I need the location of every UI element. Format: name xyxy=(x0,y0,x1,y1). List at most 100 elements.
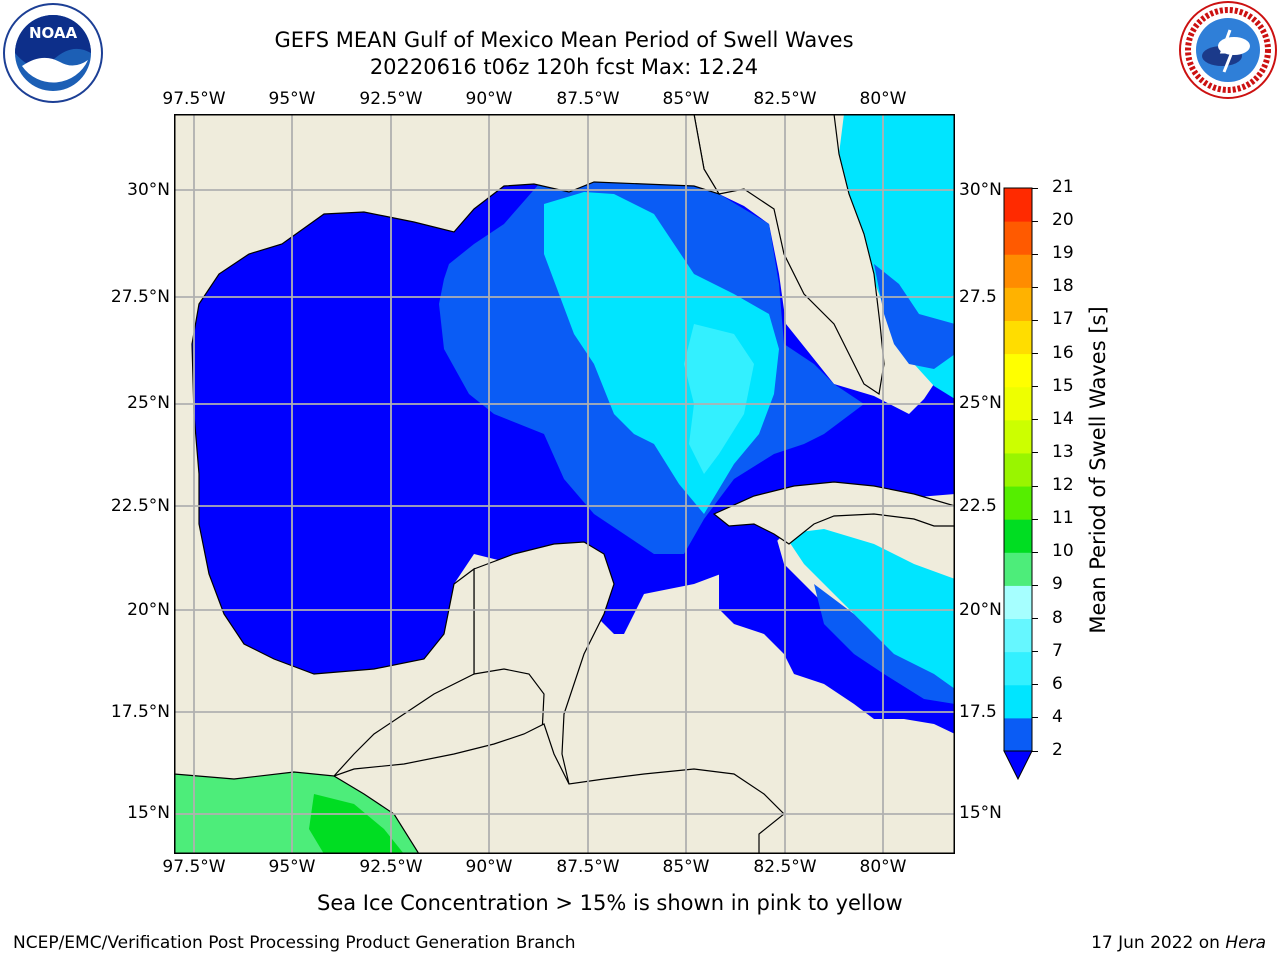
lon-label-top: 90°W xyxy=(465,89,513,109)
colorbar-segment xyxy=(1004,552,1032,586)
colorbar-tick-label: 19 xyxy=(1052,243,1074,264)
colorbar-tick-label: 2 xyxy=(1052,740,1063,760)
colorbar-tick-mark xyxy=(1032,452,1038,454)
colorbar-segment xyxy=(1004,188,1032,222)
colorbar-tick-mark xyxy=(1032,220,1038,222)
colorbar-tick-mark xyxy=(1032,286,1038,288)
colorbar-segment xyxy=(1004,585,1032,620)
footer-date-text: 17 Jun 2022 on xyxy=(1091,933,1226,953)
lon-label-top: 87.5°W xyxy=(556,89,620,109)
colorbar-segment xyxy=(1004,452,1032,487)
footer-credit: NCEP/EMC/Verification Post Processing Pr… xyxy=(13,933,576,953)
colorbar-segment xyxy=(1004,254,1032,288)
colorbar-tick-label: 11 xyxy=(1052,508,1074,529)
noaa-logo: NOAA xyxy=(3,3,103,103)
map-border xyxy=(174,114,955,854)
footer-host: Hera xyxy=(1225,933,1266,953)
colorbar-tick-label: 16 xyxy=(1052,342,1074,363)
colorbar-tick-mark xyxy=(1032,518,1038,520)
colorbar-segment xyxy=(1004,486,1032,520)
noaa-logo-text: NOAA xyxy=(29,24,78,42)
gulf-swell-field-high-2 xyxy=(684,324,754,474)
colorbar-segment xyxy=(1004,651,1032,686)
lon-label-bottom: 80°W xyxy=(859,857,907,877)
colorbar-tick-label: 18 xyxy=(1052,276,1074,297)
lon-label-bottom: 87.5°W xyxy=(556,857,620,877)
colorbar-segment xyxy=(1004,618,1032,653)
lat-label-left: 30°N xyxy=(127,180,170,200)
lon-label-top: 95°W xyxy=(268,89,316,109)
lat-label-right: 20°N xyxy=(959,600,1002,620)
colorbar-tick-mark xyxy=(1032,187,1038,189)
colorbar-tick-label: 10 xyxy=(1052,541,1074,562)
lat-label-left: 15°N xyxy=(127,803,170,823)
lon-label-bottom: 85°W xyxy=(662,857,710,877)
colorbar-tick-label: 20 xyxy=(1052,210,1074,231)
colorbar-segment xyxy=(1004,386,1032,421)
colorbar-tick-label: 12 xyxy=(1052,475,1074,496)
colorbar-tick-mark xyxy=(1032,353,1038,355)
colorbar-segment xyxy=(1004,353,1032,388)
land-central-america xyxy=(332,723,785,854)
colorbar-tick-mark xyxy=(1032,485,1038,487)
sea-ice-note: Sea Ice Concentration > 15% is shown in … xyxy=(317,891,903,915)
colorbar-tick-label: 15 xyxy=(1052,375,1074,396)
colorbar-segment xyxy=(1004,419,1032,454)
lat-label-right: 15°N xyxy=(959,803,1002,823)
colorbar-tick-label: 9 xyxy=(1052,574,1063,595)
colorbar-tick-label: 21 xyxy=(1052,177,1074,197)
colorbar-tick-mark xyxy=(1032,319,1038,321)
lon-label-bottom: 82.5°W xyxy=(753,857,817,877)
land-cuba xyxy=(712,481,955,545)
lat-label-left: 22.5°N xyxy=(110,496,170,516)
colorbar-tick-label: 13 xyxy=(1052,441,1074,462)
lat-label-right: 27.5 xyxy=(959,287,997,307)
lon-label-bottom: 90°W xyxy=(465,857,513,877)
nws-logo xyxy=(1179,1,1277,99)
colorbar-label: Mean Period of Swell Waves [s] xyxy=(1086,306,1110,634)
lon-label-top: 85°W xyxy=(662,89,710,109)
colorbar-tick-mark xyxy=(1032,651,1038,653)
colorbar-tick-label: 4 xyxy=(1052,706,1063,727)
map-graticule xyxy=(174,114,955,854)
colorbar-segment xyxy=(1004,221,1032,255)
colorbar-extend xyxy=(1003,750,1033,781)
colorbar-segment xyxy=(1004,684,1032,719)
colorbar-tick-mark xyxy=(1032,618,1038,620)
lat-label-right: 25°N xyxy=(959,393,1002,413)
lat-label-right: 30°N xyxy=(959,180,1002,200)
map-subtitle: 20220616 t06z 120h fcst Max: 12.24 xyxy=(369,55,759,79)
colorbar-segment xyxy=(1004,519,1032,553)
lat-label-right: 17.5 xyxy=(959,702,997,722)
colorbar-border xyxy=(1003,187,1033,752)
colorbar-tick-label: 14 xyxy=(1052,408,1074,429)
colorbar-tick-mark xyxy=(1032,419,1038,421)
colorbar-segment xyxy=(1004,717,1032,752)
lon-label-bottom: 92.5°W xyxy=(359,857,423,877)
map-title: GEFS MEAN Gulf of Mexico Mean Period of … xyxy=(274,28,854,52)
lat-label-left: 17.5°N xyxy=(110,702,170,722)
lon-label-top: 92.5°W xyxy=(359,89,423,109)
lat-label-left: 25°N xyxy=(127,393,170,413)
colorbar-tick-mark xyxy=(1032,551,1038,553)
map-frame xyxy=(174,114,955,854)
lon-label-top: 82.5°W xyxy=(753,89,817,109)
colorbar-tick-mark xyxy=(1032,717,1038,719)
lon-label-bottom: 95°W xyxy=(268,857,316,877)
lon-label-top: 97.5°W xyxy=(162,89,226,109)
colorbar-tick-mark xyxy=(1032,684,1038,686)
colorbar-tick-mark xyxy=(1032,584,1038,586)
lat-label-left: 27.5°N xyxy=(110,287,170,307)
footer-date: 17 Jun 2022 on Hera xyxy=(1091,933,1266,953)
colorbar-tick-label: 17 xyxy=(1052,309,1074,330)
atlantic-swell-blue xyxy=(874,264,955,369)
caribbean-swell-cyan xyxy=(784,529,955,699)
colorbar-tick-mark xyxy=(1032,253,1038,255)
colorbar-segment xyxy=(1004,320,1032,355)
colorbar-tick-mark xyxy=(1032,750,1038,752)
colorbar xyxy=(1003,187,1033,781)
land-florida xyxy=(693,114,885,396)
lat-label-right: 22.5 xyxy=(959,496,997,516)
caribbean-swell-midblue xyxy=(814,584,955,704)
colorbar-tick-label: 6 xyxy=(1052,673,1063,694)
